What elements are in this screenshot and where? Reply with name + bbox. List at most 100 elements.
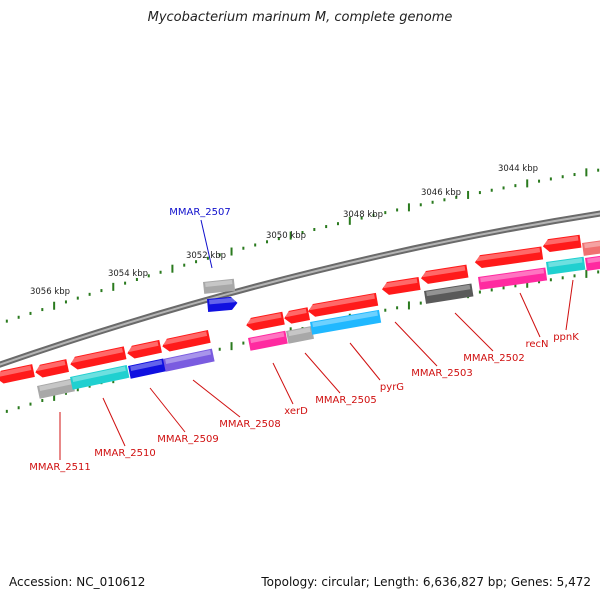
scale-label: 3044 kbp	[498, 164, 538, 174]
gene-leader-line	[519, 292, 541, 338]
outer-ruler-tick	[514, 184, 517, 188]
gene-block-reverse	[286, 326, 315, 344]
gene-block-forward	[474, 246, 544, 269]
outer-ruler-tick	[183, 263, 186, 267]
gene-label[interactable]: MMAR_2502	[463, 353, 525, 364]
outer-ruler-tick	[5, 319, 8, 323]
outer-ruler-tick	[112, 282, 115, 291]
backbone-inner-line	[0, 212, 600, 366]
outer-ruler-tick	[431, 200, 434, 204]
inner-ruler-tick	[53, 392, 56, 401]
outer-ruler-tick	[396, 208, 399, 212]
inner-ruler-tick	[230, 342, 233, 351]
outer-ruler-tick	[17, 315, 20, 319]
scale-ruler-inner	[5, 269, 600, 413]
outer-ruler-tick	[159, 270, 162, 274]
outer-ruler-tick	[313, 228, 316, 232]
gene-label[interactable]: MMAR_2508	[219, 419, 281, 430]
outer-ruler-tick	[538, 179, 541, 183]
outer-ruler-tick	[277, 237, 280, 241]
outer-ruler-tick	[325, 225, 328, 229]
inner-ruler-tick	[41, 398, 44, 402]
outer-ruler-tick	[266, 240, 269, 244]
inner-ruler-tick	[396, 306, 399, 310]
outer-ruler-tick	[372, 213, 375, 217]
gene-block-reverse	[310, 309, 382, 335]
outer-ruler-tick	[254, 243, 257, 247]
outer-ruler-tick	[171, 264, 174, 273]
outer-ruler-tick	[100, 289, 103, 293]
gene-block-reverse	[163, 348, 215, 372]
gene-block-forward	[162, 330, 211, 352]
outer-ruler-tick	[490, 188, 493, 192]
gene-block-reverse	[128, 358, 166, 379]
gene-block-forward	[246, 311, 285, 331]
scale-label: 3048 kbp	[343, 210, 383, 220]
outer-ruler-tick	[597, 168, 600, 172]
inner-ruler-tick	[490, 288, 493, 292]
outer-ruler-tick	[135, 277, 138, 281]
gene-label[interactable]: MMAR_2505	[315, 395, 377, 406]
gene-leader-line	[394, 321, 438, 367]
gene-block-reverse	[478, 267, 548, 290]
outer-ruler-tick	[348, 216, 351, 225]
outer-ruler-tick	[289, 231, 292, 240]
gene-block-reverse	[248, 330, 288, 351]
gene-leader-line	[102, 397, 126, 447]
outer-ruler-tick	[53, 301, 56, 310]
gene-label[interactable]: ppnK	[553, 332, 579, 343]
gene-leader-line	[200, 219, 213, 269]
gene-leader-line	[454, 312, 494, 352]
inner-ruler-tick	[585, 269, 588, 278]
outer-ruler-tick	[124, 281, 127, 285]
gene-block-forward	[0, 364, 35, 384]
outer-ruler-tick	[478, 191, 481, 195]
gene-label[interactable]: MMAR_2503	[411, 368, 473, 379]
outer-ruler-tick	[443, 198, 446, 202]
gene-features	[0, 234, 600, 399]
gene-label[interactable]: xerD	[284, 406, 308, 417]
outer-ruler-tick	[218, 253, 221, 257]
inner-ruler-tick	[573, 274, 576, 278]
gene-block-forward	[284, 307, 311, 324]
map-title: Mycobacterium marinum M, complete genome	[147, 10, 453, 25]
outer-ruler-tick	[76, 296, 79, 300]
inner-ruler-tick	[561, 276, 564, 280]
gene-label[interactable]: MMAR_2510	[94, 448, 156, 459]
outer-ruler-tick	[336, 222, 339, 226]
inner-ruler-tick	[218, 347, 221, 351]
inner-ruler-tick	[478, 290, 481, 294]
accession-text: Accession: NC_010612	[9, 575, 146, 589]
inner-ruler-tick	[384, 308, 387, 312]
gene-label[interactable]: recN	[525, 339, 548, 350]
gene-label[interactable]: pyrG	[380, 382, 404, 393]
genome-backbone	[0, 210, 600, 368]
outer-ruler-tick	[585, 168, 588, 177]
gene-block-highlight	[207, 296, 238, 312]
gene-block-forward	[421, 264, 469, 284]
scale-label: 3050 kbp	[266, 231, 306, 241]
gene-label[interactable]: MMAR_2511	[29, 462, 91, 473]
gene-block-reverse	[424, 283, 474, 304]
gene-leader-line	[349, 342, 381, 381]
inner-ruler-tick	[502, 286, 505, 290]
genome-summary-text: Topology: circular; Length: 6,636,827 bp…	[261, 575, 591, 589]
gene-label[interactable]: MMAR_2509	[157, 434, 219, 445]
gene-label[interactable]: MMAR_2507	[169, 207, 231, 218]
outer-ruler-tick	[573, 173, 576, 177]
inner-ruler-tick	[597, 270, 600, 274]
outer-ruler-tick	[64, 300, 67, 304]
outer-ruler-tick	[147, 274, 150, 278]
outer-ruler-tick	[301, 231, 304, 234]
outer-ruler-tick	[41, 308, 44, 312]
gene-block-reverse	[37, 378, 75, 399]
outer-ruler-tick	[206, 256, 209, 260]
gene-block-reverse	[70, 364, 130, 390]
outer-ruler-tick	[242, 246, 245, 250]
inner-ruler-tick	[549, 278, 552, 282]
outer-ruler-tick	[455, 195, 458, 199]
gene-block-forward	[542, 234, 582, 253]
outer-ruler-tick	[384, 211, 387, 215]
outer-ruler-tick	[407, 203, 410, 212]
gene-block-forward	[582, 239, 600, 256]
